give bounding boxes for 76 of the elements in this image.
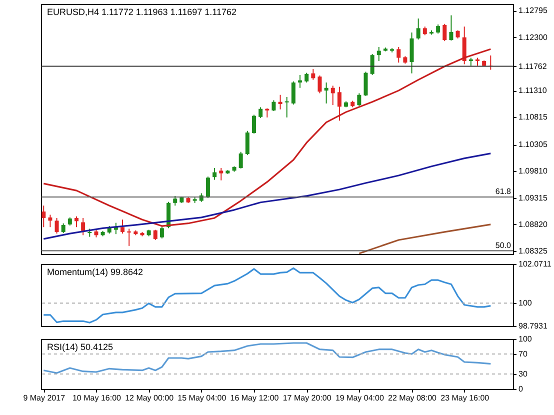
annotation: 50.0 — [495, 240, 512, 250]
candlestick — [410, 32, 414, 74]
y-tick-label: 1.08820 — [518, 220, 548, 229]
y-tick-label: 1.10305 — [518, 140, 548, 150]
candlestick — [298, 74, 302, 88]
candlestick — [370, 54, 374, 76]
line-series — [42, 342, 492, 374]
candlestick — [442, 23, 447, 42]
y-tick-label: 100 — [518, 298, 532, 308]
y-tick-label: 0 — [518, 384, 524, 394]
candlestick — [120, 219, 125, 234]
candlestick — [160, 226, 164, 239]
candlestick — [291, 80, 296, 106]
candlestick — [258, 106, 263, 118]
candlestick — [278, 94, 282, 110]
line-series — [42, 267, 492, 324]
candlestick — [396, 46, 401, 64]
chart-title: Momentum(14) 99.8642 — [47, 267, 144, 277]
x-tick-label: 10 May 16:00 — [72, 394, 122, 402]
candlestick — [449, 14, 454, 42]
candlestick — [337, 86, 342, 122]
y-tick-label: 1.10815 — [518, 112, 548, 122]
candlestick — [252, 114, 256, 134]
candlestick — [357, 92, 362, 107]
candlestick — [324, 82, 328, 104]
y-tick-label: 30 — [518, 370, 528, 378]
line-series — [42, 152, 492, 240]
candlestick — [245, 130, 250, 156]
x-tick-label: 22 May 08:00 — [388, 394, 438, 402]
y-tick-label: 102.0711 — [518, 260, 552, 268]
candlestick — [212, 167, 217, 180]
candlestick — [311, 68, 316, 80]
x-tick-label: 15 May 04:00 — [178, 394, 227, 402]
candlestick — [462, 26, 466, 65]
x-tick-label: 12 May 00:00 — [125, 394, 174, 402]
x-tick-label: 16 May 12:00 — [230, 394, 280, 402]
y-tick-label: 1.09810 — [518, 166, 548, 176]
candlestick — [272, 100, 276, 112]
candlestick — [81, 217, 86, 236]
candlestick — [376, 46, 381, 62]
candlestick — [173, 195, 178, 206]
candlestick — [304, 72, 309, 83]
candlestick — [416, 18, 420, 40]
candlestick — [364, 71, 368, 96]
y-tick-label: 1.11762 — [518, 62, 548, 71]
candlestick — [265, 108, 270, 118]
y-tick-label: 100 — [518, 334, 532, 344]
y-tick-label: 1.12300 — [518, 32, 548, 42]
candlestick — [42, 205, 46, 228]
y-tick-label: 70 — [518, 350, 528, 358]
line-series — [358, 224, 492, 254]
candlestick — [219, 167, 224, 181]
y-tick-label: 98.7931 — [518, 322, 548, 330]
candlestick — [61, 222, 66, 234]
chart-title: EURUSD,H4 1.11772 1.11963 1.11697 1.11762 — [47, 7, 236, 17]
candlestick — [436, 24, 440, 34]
chart-title: RSI(14) 50.4125 — [47, 342, 114, 352]
candlestick — [238, 151, 243, 170]
y-tick-label: 1.09315 — [518, 193, 548, 202]
candlestick — [74, 216, 78, 228]
candlestick — [153, 229, 158, 241]
x-tick-label: 19 May 04:00 — [335, 394, 384, 402]
candlestick — [284, 96, 289, 118]
candlestick — [318, 75, 322, 94]
y-tick-label: 1.12795 — [518, 6, 548, 16]
y-tick-label: 1.08325 — [518, 246, 548, 256]
candlestick — [206, 176, 210, 199]
annotation: 61.8 — [495, 187, 512, 196]
candlestick — [127, 228, 132, 246]
x-tick-label: 23 May 16:00 — [440, 394, 490, 402]
y-tick-label: 1.11310 — [518, 86, 548, 96]
candlestick — [330, 85, 335, 106]
x-tick-label: 9 May 2017 — [23, 394, 66, 402]
candlestick — [48, 214, 52, 228]
x-tick-label: 17 May 20:00 — [282, 394, 332, 402]
candlestick — [54, 217, 59, 234]
